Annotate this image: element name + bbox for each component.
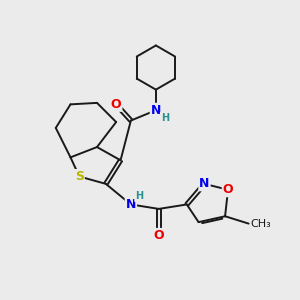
Text: H: H — [135, 191, 143, 201]
Text: N: N — [199, 177, 210, 190]
Text: O: O — [154, 229, 164, 242]
Text: S: S — [75, 170, 84, 183]
Text: H: H — [161, 112, 169, 123]
Text: N: N — [151, 104, 161, 117]
Text: N: N — [126, 198, 136, 211]
Text: CH₃: CH₃ — [250, 219, 271, 229]
Text: O: O — [223, 183, 233, 196]
Text: O: O — [111, 98, 122, 111]
